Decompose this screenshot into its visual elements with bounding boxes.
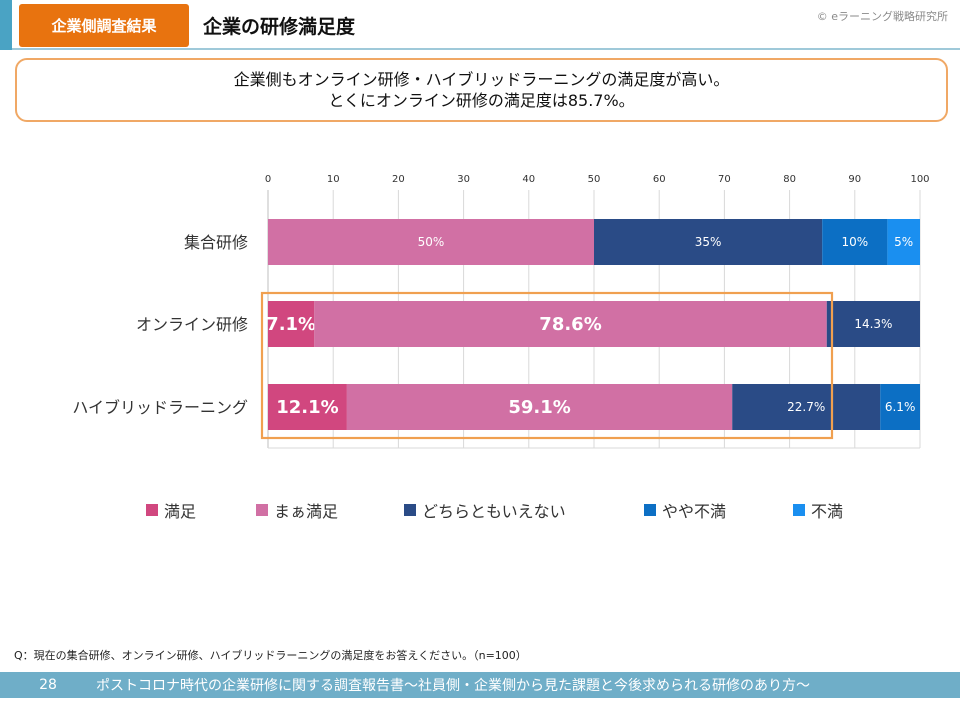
x-tick-label: 70 xyxy=(718,174,731,185)
page-title: 企業の研修満足度 xyxy=(203,16,356,38)
legend-swatch xyxy=(256,504,268,516)
legend-swatch xyxy=(644,504,656,516)
category-label: オンライン研修 xyxy=(136,315,248,334)
bar-segment xyxy=(268,219,594,265)
legend-swatch xyxy=(404,504,416,516)
chart-legend: 満足 まぁ満足 どちらともいえない やや不満 不満 xyxy=(0,498,960,522)
bar-segment xyxy=(822,219,888,265)
bar-segment xyxy=(268,301,315,347)
data-label: 6.1% xyxy=(885,400,916,414)
legend-label: どちらともいえない xyxy=(422,502,566,521)
x-tick-label: 80 xyxy=(783,174,796,185)
x-tick-label: 50 xyxy=(588,174,601,185)
bar-segment xyxy=(314,301,827,347)
survey-question: Q：現在の集合研修、オンライン研修、ハイブリッドラーニングの満足度をお答えくださ… xyxy=(14,649,527,662)
data-label: 35% xyxy=(695,235,722,249)
x-tick-label: 10 xyxy=(327,174,340,185)
data-label: 50% xyxy=(418,235,445,249)
data-label: 12.1% xyxy=(276,397,338,418)
legend-swatch xyxy=(793,504,805,516)
section-badge: 企業側調査結果 xyxy=(19,4,189,47)
data-label: 59.1% xyxy=(508,397,570,418)
x-tick-label: 60 xyxy=(653,174,666,185)
data-label: 22.7% xyxy=(787,400,825,414)
data-label: 5% xyxy=(894,235,913,249)
category-label: ハイブリッドラーニング xyxy=(72,398,248,417)
legend-item: 不満 xyxy=(793,498,843,522)
summary-box: 企業側もオンライン研修・ハイブリッドラーニングの満足度が高い。 とくにオンライン… xyxy=(15,58,948,122)
x-tick-label: 100 xyxy=(910,174,929,185)
header-accent-bar xyxy=(0,0,12,50)
bar-segment xyxy=(594,219,823,265)
legend-swatch xyxy=(146,504,158,516)
x-tick-label: 40 xyxy=(522,174,535,185)
summary-line-2: とくにオンライン研修の満足度は85.7%。 xyxy=(328,91,635,110)
x-tick-label: 30 xyxy=(457,174,470,185)
x-tick-label: 90 xyxy=(848,174,861,185)
footer-bar: 28 ポストコロナ時代の企業研修に関する調査報告書～社員側・企業側から見た課題と… xyxy=(0,672,960,698)
legend-item: やや不満 xyxy=(644,498,726,522)
summary-line-1: 企業側もオンライン研修・ハイブリッドラーニングの満足度が高い。 xyxy=(233,70,730,89)
data-label: 7.1% xyxy=(266,314,316,335)
data-label: 10% xyxy=(841,235,868,249)
bar-segment xyxy=(880,384,920,430)
bar-segment xyxy=(826,301,920,347)
report-title: ポストコロナ時代の企業研修に関する調査報告書～社員側・企業側から見た課題と今後求… xyxy=(96,678,810,694)
stacked-bar-chart: 0 10 20 30 40 50 60 70 80 90 100 集合研修オンライン研修ハイブリッドラ… xyxy=(72,174,930,449)
legend-label: やや不満 xyxy=(662,502,727,521)
legend-item: どちらともいえない xyxy=(404,498,566,522)
legend-label: 満足 xyxy=(164,502,197,521)
bar-segment xyxy=(268,384,347,430)
legend-item: まぁ満足 xyxy=(256,498,338,522)
category-label: 集合研修 xyxy=(184,233,248,252)
x-tick-label: 20 xyxy=(392,174,405,185)
legend-label: まぁ満足 xyxy=(274,502,339,521)
data-label: 14.3% xyxy=(854,317,892,331)
page-number: 28 xyxy=(39,677,57,693)
bar-segment xyxy=(887,219,920,265)
bar-segment xyxy=(732,384,881,430)
legend-item: 満足 xyxy=(146,498,196,522)
highlight-frame xyxy=(260,291,834,440)
bar-segment xyxy=(346,384,733,430)
copyright-mark: © eラーニング戦略研究所 xyxy=(816,10,948,23)
data-label: 78.6% xyxy=(539,314,601,335)
legend-label: 不満 xyxy=(811,502,844,521)
header-divider xyxy=(12,48,960,50)
x-tick-label: 0 xyxy=(265,174,271,185)
